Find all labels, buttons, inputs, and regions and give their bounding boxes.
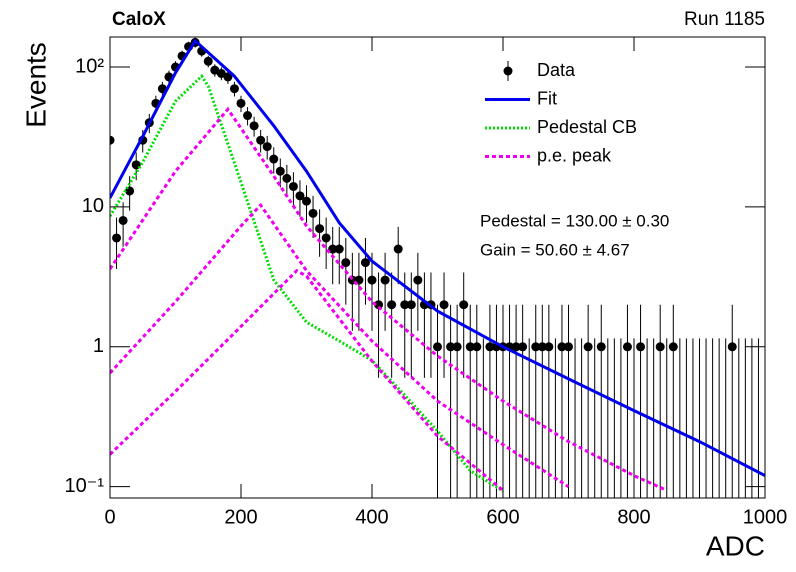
plot-area — [110, 37, 765, 498]
y-tick-label: 10 — [82, 195, 104, 217]
data-point — [439, 300, 449, 310]
data-point — [269, 154, 279, 164]
data-point — [321, 233, 331, 243]
data-point — [256, 135, 266, 145]
data-point — [406, 300, 416, 310]
data-point — [446, 342, 456, 352]
legend-marker — [503, 66, 513, 76]
data-point — [236, 98, 246, 108]
y-tick-label: 10² — [75, 55, 104, 77]
data-point — [465, 342, 475, 352]
data-point — [374, 300, 384, 310]
data-point — [387, 300, 397, 310]
data-point — [315, 224, 325, 234]
data-point — [564, 342, 573, 352]
data-point — [452, 342, 462, 352]
data-point — [203, 56, 213, 66]
data-point — [511, 342, 521, 352]
data-point — [557, 342, 567, 352]
data-point — [112, 233, 122, 243]
x-tick-label: 1000 — [743, 506, 788, 528]
data-point — [636, 342, 646, 352]
data-point — [110, 135, 115, 145]
run-label: Run 1185 — [684, 9, 765, 30]
data-point — [223, 72, 233, 82]
data-point — [655, 342, 665, 352]
data-point — [308, 208, 318, 218]
x-tick-label: 800 — [617, 506, 650, 528]
data-point — [341, 258, 351, 268]
data-point — [288, 181, 298, 191]
annotation: Pedestal = 130.00 ± 0.30 — [480, 211, 669, 230]
data-point — [275, 166, 285, 176]
fit-curve — [110, 38, 765, 477]
x-tick-label: 0 — [104, 506, 115, 528]
data-point — [459, 300, 469, 310]
annotation: Gain = 50.60 ± 4.67 — [480, 240, 630, 259]
data-point — [413, 275, 423, 285]
frame — [109, 36, 766, 499]
x-tick-label: 400 — [355, 506, 388, 528]
data-point — [380, 275, 390, 285]
data-point — [433, 342, 442, 352]
legend-label: Data — [537, 60, 576, 80]
legend-label: Fit — [537, 88, 557, 108]
data-point — [472, 342, 482, 352]
data-point — [393, 244, 403, 254]
data-point — [367, 275, 377, 285]
data-point — [229, 84, 239, 94]
data-point — [518, 342, 528, 352]
data-point — [360, 258, 370, 268]
x-tick-label: 600 — [486, 506, 519, 528]
x-axis-label: ADC — [706, 530, 765, 561]
data-point — [262, 142, 272, 152]
data-point — [400, 300, 410, 310]
data-point — [249, 121, 259, 131]
y-tick-label: 10⁻¹ — [65, 475, 105, 497]
data-point — [531, 342, 541, 352]
y-axis-label: Events — [20, 42, 51, 128]
data-point — [537, 342, 547, 352]
legend-label: Pedestal CB — [537, 117, 637, 137]
data-point — [302, 196, 311, 206]
data-point — [544, 342, 554, 352]
data-point — [727, 342, 737, 352]
y-tick-label: 1 — [93, 335, 104, 357]
data-point — [295, 191, 305, 201]
data-point — [282, 173, 292, 183]
data-point — [118, 215, 128, 225]
fit-curve — [110, 106, 668, 492]
data-point — [328, 244, 338, 254]
data-point — [334, 244, 344, 254]
data-point — [668, 342, 678, 352]
data-point — [596, 342, 606, 352]
x-tick-label: 200 — [224, 506, 257, 528]
fit-curve — [110, 268, 504, 492]
data-point — [485, 342, 495, 352]
data-point — [243, 111, 253, 121]
chart-title: CaloX — [112, 9, 166, 30]
data-point — [583, 342, 593, 352]
data-point — [622, 342, 632, 352]
legend-label: p.e. peak — [537, 145, 612, 165]
